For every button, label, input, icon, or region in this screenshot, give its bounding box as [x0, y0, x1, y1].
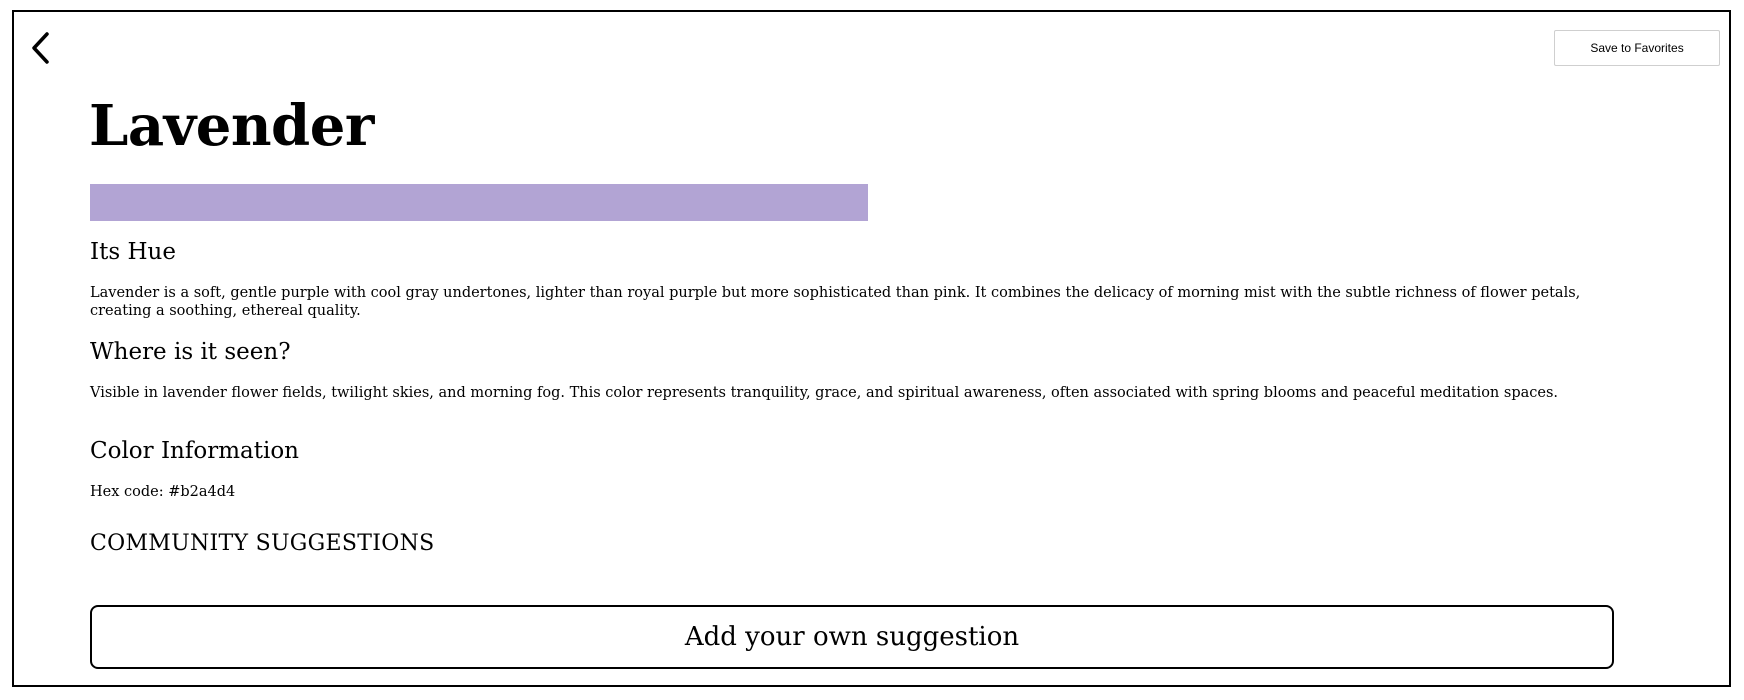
seen-heading: Where is it seen?	[90, 339, 291, 365]
add-suggestion-button[interactable]: Add your own suggestion	[90, 605, 1614, 669]
back-button[interactable]	[24, 28, 58, 68]
community-suggestions-heading: COMMUNITY SUGGESTIONS	[90, 531, 435, 556]
save-to-favorites-button[interactable]: Save to Favorites	[1554, 30, 1720, 66]
seen-description: Visible in lavender flower fields, twili…	[90, 385, 1559, 401]
color-swatch	[90, 184, 868, 221]
hue-description: Lavender is a soft, gentle purple with c…	[90, 285, 1581, 319]
hex-code-text: Hex code: #b2a4d4	[90, 484, 236, 500]
color-info-heading: Color Information	[90, 438, 299, 464]
page-title: Lavender	[89, 93, 374, 159]
chevron-left-icon	[32, 32, 49, 64]
page-frame	[12, 10, 1731, 687]
hue-heading: Its Hue	[90, 239, 176, 265]
